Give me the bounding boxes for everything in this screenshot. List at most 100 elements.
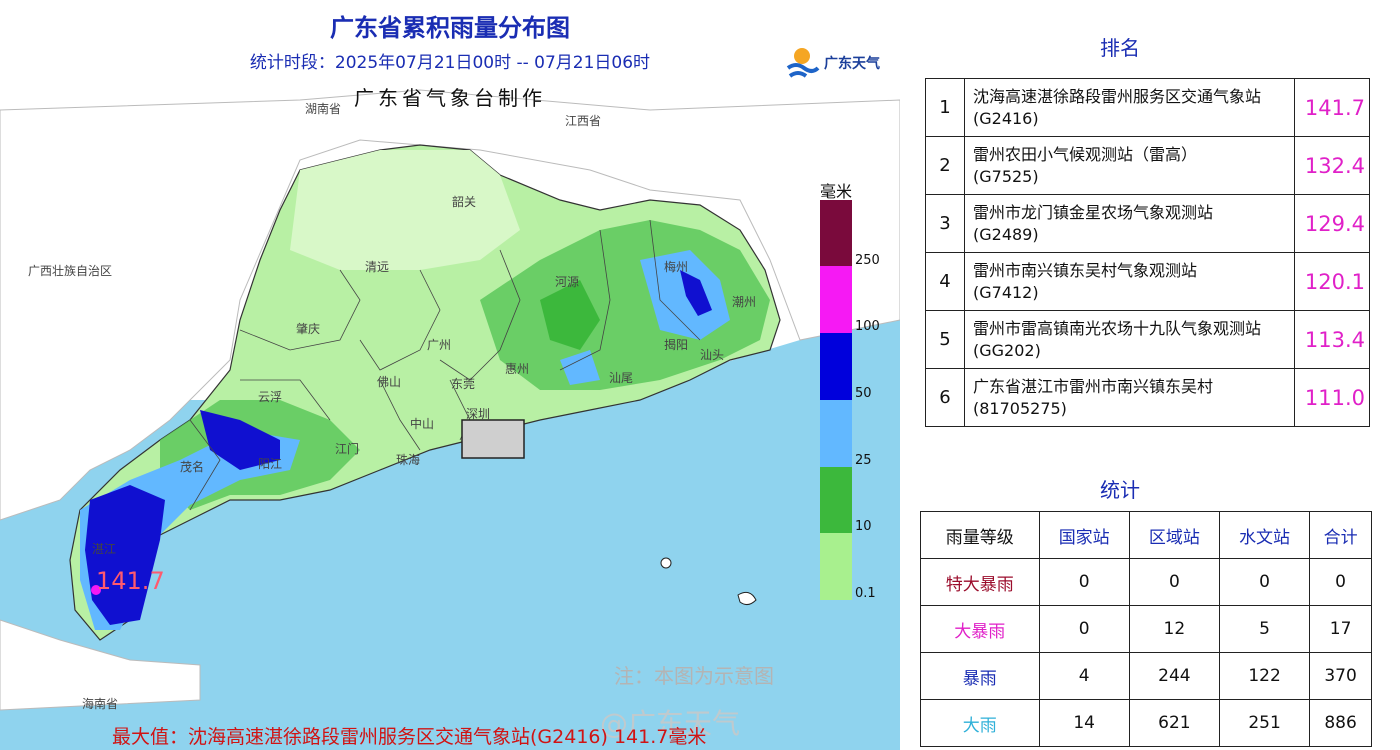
place-label: 海南省 [82,697,119,711]
legend-swatch-0-1 [820,533,852,600]
place-label: 潮州 [732,295,757,309]
stats-table: 雨量等级 国家站 区域站 水文站 合计 特大暴雨 0 0 0 0 大暴雨 0 1… [920,511,1372,747]
place-label: 梅州 [664,260,689,274]
place-label: 汕尾 [609,371,634,385]
ranking-row: 1 沈海高速湛徐路段雷州服务区交通气象站 (G2416) 141.7 [925,78,1370,137]
guangdong-weather-logo: 广东天气 [784,42,894,86]
stats-cell: 17 [1309,605,1372,653]
rank-number: 3 [925,194,965,253]
rain-zone-25-meizhou [640,250,730,340]
rain-zone-50-yangjiang [200,410,280,470]
place-label: 江西省 [565,114,602,128]
rank-number: 6 [925,368,965,427]
place-label: 湛江 [92,542,117,556]
legend-unit: 毫米 [820,182,853,201]
stats-cell: 14 [1038,699,1130,747]
stats-header: 雨量等级 [920,511,1040,559]
place-label: 惠州 [505,362,530,376]
rank-number: 2 [925,136,965,195]
place-label: 中山 [410,417,435,431]
rain-zone-100-max [91,585,101,595]
rainfall-value: 111.0 [1294,368,1370,427]
place-label: 广西壮族自治区 [28,264,113,278]
hainan-land [0,619,201,711]
rain-zone-50-meizhou [680,270,712,316]
place-label: 云浮 [258,390,283,404]
stats-header: 水文站 [1218,511,1311,559]
ranking-title: 排名 [1100,36,1140,60]
station-id: (G2416) [973,108,1039,128]
stats-cell: 12 [1128,605,1220,653]
ranking-row: 5 雷州市雷高镇南光农场十九队气象观测站 (GG202) 113.4 [925,310,1370,369]
place-label: 江门 [335,442,360,456]
legend-tick: 0.1 [855,586,876,601]
place-label: 阳江 [258,457,283,471]
stats-cell: 244 [1128,652,1220,700]
rain-grade: 大雨 [920,699,1040,747]
rain-zone-25-shanwei [560,350,600,385]
station-name: 雷州市南兴镇东吴村气象观测站 (G7412) [964,252,1295,311]
stats-row: 大雨 14 621 251 886 [920,699,1372,747]
legend-swatch-250 [820,200,852,266]
stats-cell: 0 [1038,558,1130,606]
stats-cell: 251 [1218,699,1311,747]
station-name-line1: 雷州市雷高镇南光农场十九队气象观测站 [973,318,1262,338]
rain-grade: 特大暴雨 [920,558,1040,606]
station-name: 雷州农田小气候观测站（雷高） (G7525) [964,136,1295,195]
place-label: 肇庆 [296,322,321,336]
rank-number: 4 [925,252,965,311]
rain-grade: 暴雨 [920,652,1040,700]
rank-number: 5 [925,310,965,369]
north-light-zone [290,150,520,270]
stats-header: 合计 [1309,511,1372,559]
station-id: (G7412) [973,282,1039,302]
stats-row: 暴雨 4 244 122 370 [920,652,1372,700]
rain-grade: 大暴雨 [920,605,1040,653]
stats-cell: 621 [1128,699,1220,747]
ranking-row: 6 广东省湛江市雷州市南兴镇东吴村 (81705275) 111.0 [925,368,1370,427]
sun-wave-icon [786,48,820,78]
station-id: (81705275) [973,398,1067,418]
legend-tick: 100 [855,319,880,334]
stats-cell: 0 [1309,558,1372,606]
place-label: 揭阳 [664,338,689,352]
legend-swatch-50 [820,333,852,400]
place-label: 深圳 [466,407,491,421]
place-label: 韶关 [452,195,477,209]
stats-title: 统计 [1100,478,1140,502]
place-label: 湖南省 [305,102,342,116]
rank-number: 1 [925,78,965,137]
stats-cell: 122 [1218,652,1311,700]
ranking-table: 1 沈海高速湛徐路段雷州服务区交通气象站 (G2416) 141.7 2 雷州农田… [925,78,1370,427]
ranking-panel: 排名 1 沈海高速湛徐路段雷州服务区交通气象站 (G2416) 141.7 2 雷… [900,0,1400,750]
station-name-line1: 雷州市南兴镇东吴村气象观测站 [973,260,1198,280]
rainfall-value: 141.7 [1294,78,1370,137]
rain-zone-10-heyuan [540,280,600,350]
station-name: 沈海高速湛徐路段雷州服务区交通气象站 (G2416) [964,78,1295,137]
stats-cell: 370 [1309,652,1372,700]
rainfall-map: 广东省累积雨量分布图 统计时段：2025年07月21日00时 -- 07月21日… [0,14,900,750]
watermark: @广东天气 [600,707,741,740]
place-label: 茂名 [180,460,205,474]
station-id: (G2489) [973,224,1039,244]
island [660,557,672,569]
stats-cell: 0 [1218,558,1311,606]
place-label: 广州 [427,338,452,352]
station-name-line1: 广东省湛江市雷州市南兴镇东吴村 [973,376,1214,396]
map-title: 广东省累积雨量分布图 [330,14,570,42]
rainfall-value: 113.4 [1294,310,1370,369]
hongkong-box [461,419,525,459]
place-label: 珠海 [396,453,421,467]
map-canvas [0,89,900,750]
logo-text: 广东天气 [824,56,880,72]
place-label: 清远 [365,260,390,274]
stats-cell: 0 [1128,558,1220,606]
station-name: 雷州市龙门镇金星农场气象观测站 (G2489) [964,194,1295,253]
map-maker: 广东省气象台制作 [354,86,546,110]
station-name-line1: 雷州市龙门镇金星农场气象观测站 [973,202,1214,222]
legend-swatch-25 [820,400,852,467]
stats-cell: 0 [1038,605,1130,653]
ranking-row: 3 雷州市龙门镇金星农场气象观测站 (G2489) 129.4 [925,194,1370,253]
map-note: 注：本图为示意图 [614,664,774,688]
legend-tick: 50 [855,386,872,401]
